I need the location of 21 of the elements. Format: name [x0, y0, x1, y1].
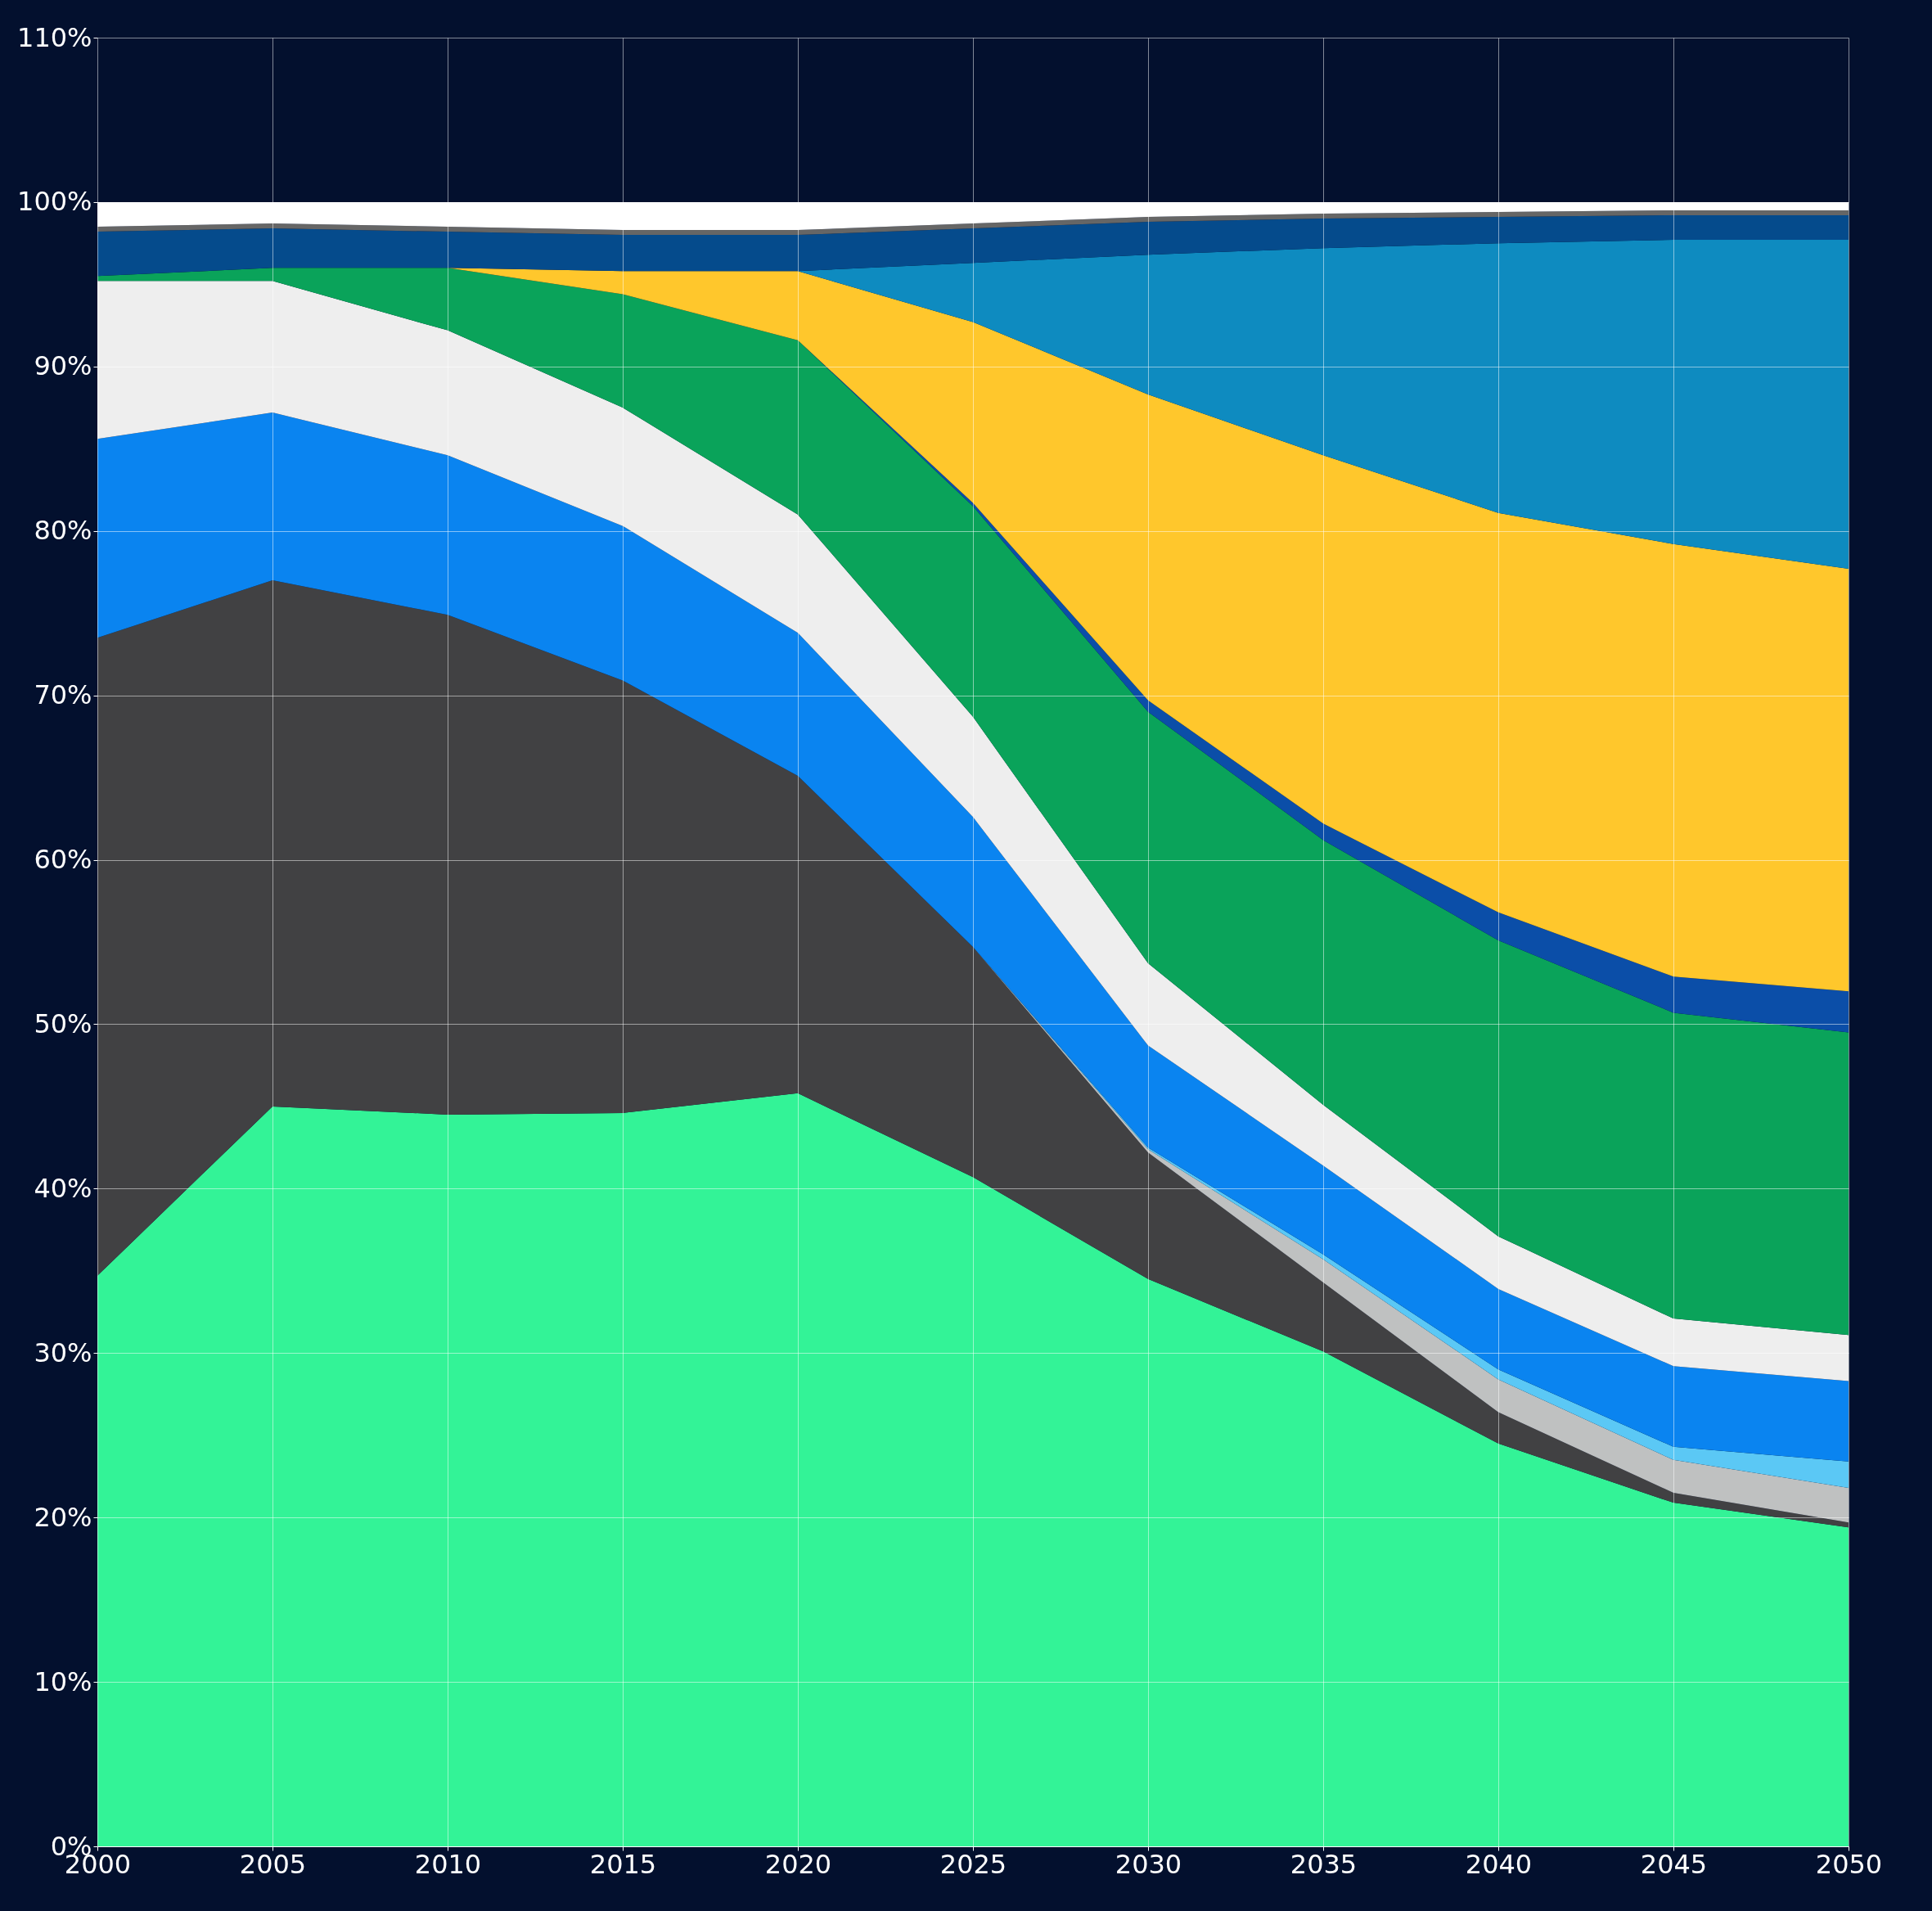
x-tick-label: 2035 [1290, 1848, 1358, 1880]
x-tick-label: 2040 [1465, 1848, 1533, 1880]
y-tick-label: 70% [34, 679, 92, 711]
y-tick-label: 80% [34, 515, 92, 547]
y-tick-label: 40% [34, 1172, 92, 1204]
y-tick-label: 10% [34, 1665, 92, 1697]
x-tick-label: 2025 [939, 1848, 1007, 1880]
y-tick-label: 110% [17, 21, 92, 53]
x-tick-label: 2050 [1815, 1848, 1883, 1880]
y-tick-label: 30% [34, 1336, 92, 1368]
y-tick-label: 90% [34, 350, 92, 382]
y-tick-label: 60% [34, 844, 92, 876]
y-tick-label: 100% [17, 186, 92, 218]
y-tick-label: 50% [34, 1007, 92, 1039]
x-tick-label: 2010 [414, 1848, 482, 1880]
x-tick-label: 2045 [1640, 1848, 1708, 1880]
x-tick-label: 2030 [1115, 1848, 1182, 1880]
y-tick-label: 20% [34, 1501, 92, 1533]
x-tick-label: 2020 [764, 1848, 832, 1880]
x-tick-label: 2015 [589, 1848, 657, 1880]
x-tick-label: 2005 [239, 1848, 307, 1880]
